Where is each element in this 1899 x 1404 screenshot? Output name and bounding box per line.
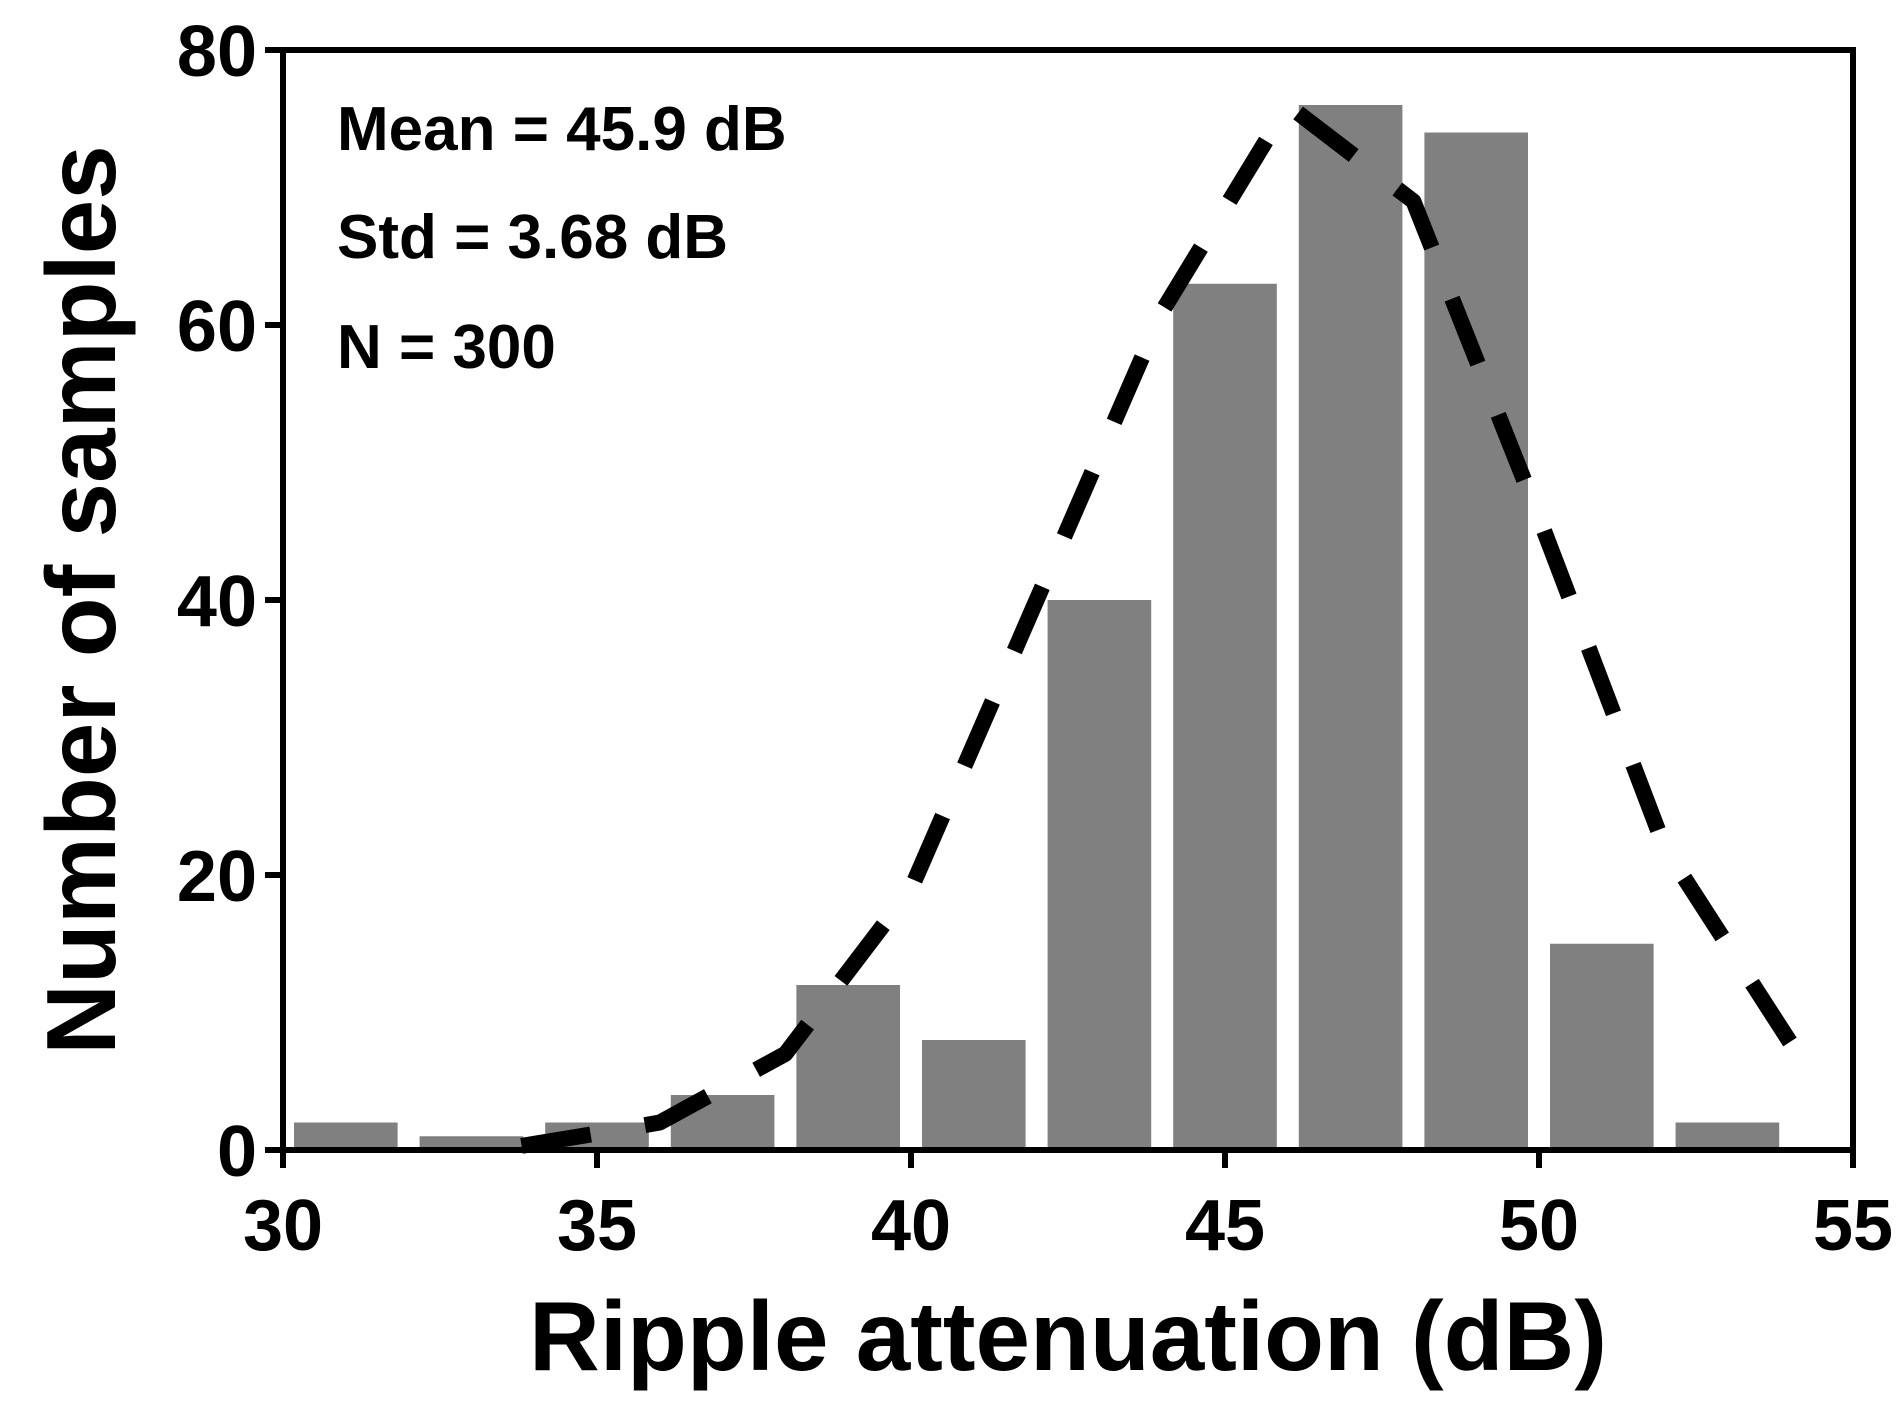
x-tick-label-3: 45 [1185, 1186, 1265, 1266]
y-tick-label-3: 60 [177, 287, 257, 367]
fit-curve-layer [520, 97, 1823, 1154]
histogram-bar-0 [293, 1122, 398, 1150]
x-tick-label-4: 50 [1499, 1186, 1579, 1266]
histogram-bar-8 [1298, 105, 1403, 1150]
normal-fit-curve [520, 97, 1823, 1154]
x-tick-label-1: 35 [557, 1186, 637, 1266]
histogram-bar-4 [796, 985, 901, 1150]
x-tick-label-5: 55 [1813, 1186, 1893, 1266]
stat-mean: Mean = 45.9 dB [337, 95, 787, 164]
y-axis-title: Number of samples [26, 145, 136, 1054]
stat-n: N = 300 [337, 313, 556, 382]
y-tick-label-2: 40 [177, 562, 257, 642]
y-tick-label-4: 80 [177, 12, 257, 92]
stat-std: Std = 3.68 dB [337, 203, 728, 272]
histogram-bar-9 [1424, 132, 1529, 1150]
x-axis-title: Ripple attenuation (dB) [529, 1281, 1607, 1391]
histogram-bar-5 [921, 1040, 1026, 1150]
bars-layer [293, 105, 1780, 1150]
y-tick-label-0: 0 [217, 1112, 257, 1192]
y-tick-label-1: 20 [177, 837, 257, 917]
histogram-bar-6 [1047, 600, 1152, 1150]
histogram-bar-7 [1173, 283, 1277, 1150]
ticks-layer: 30 35 40 45 50 55 0 20 40 60 80 [177, 12, 1893, 1266]
x-tick-label-0: 30 [243, 1186, 323, 1266]
histogram-bar-10 [1549, 943, 1654, 1150]
histogram-bar-11 [1675, 1122, 1780, 1150]
histogram-bar-1 [419, 1136, 524, 1150]
x-tick-label-2: 40 [871, 1186, 951, 1266]
